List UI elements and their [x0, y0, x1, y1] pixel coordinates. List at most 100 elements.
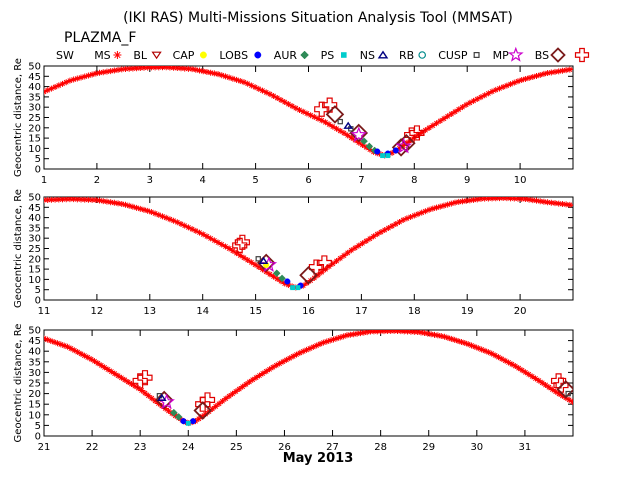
- orbit-star-point: [200, 68, 207, 75]
- orbit-star-point: [84, 354, 91, 361]
- orbit-star-point: [266, 366, 273, 373]
- orbit-star-point: [248, 82, 255, 89]
- orbit-star-point: [57, 341, 64, 348]
- y-tick-label: 35: [28, 223, 41, 234]
- x-tick-label: 16: [302, 306, 315, 317]
- orbit-star-point: [396, 218, 403, 225]
- y-tick-label: 25: [28, 244, 41, 255]
- orbit-star-point: [273, 362, 280, 369]
- orbit-star-point: [199, 413, 206, 420]
- orbit-star-point: [333, 257, 340, 264]
- x-tick-label: 3: [147, 175, 153, 186]
- orbit-star-point: [431, 331, 438, 338]
- orbit-star-point: [566, 201, 573, 208]
- orbit-star-point: [306, 345, 313, 352]
- orbit-star-point: [48, 197, 55, 203]
- orbit-star-point: [196, 67, 203, 74]
- orbit-star-point: [532, 375, 539, 382]
- orbit-star-point: [508, 361, 515, 368]
- legend-label: SW: [56, 49, 74, 62]
- x-tick-label: 7: [358, 175, 364, 186]
- orbit-star-point: [407, 330, 414, 335]
- region-marker-diamond-open: [556, 380, 573, 399]
- orbit-star-point: [172, 412, 179, 419]
- orbit-star-point: [437, 203, 444, 210]
- legend-symbol-cross-open: [574, 47, 590, 63]
- orbit-star-point: [203, 68, 210, 75]
- orbit-star-point: [481, 92, 488, 99]
- region-marker-tri-up: [343, 121, 353, 129]
- orbit-star-point: [246, 378, 253, 385]
- region-marker-diamond-open: [299, 266, 318, 285]
- orbit-star-point: [529, 73, 536, 80]
- orbit-star-point: [200, 231, 207, 238]
- orbit-star-point: [415, 131, 422, 138]
- orbit-star-point: [559, 67, 566, 74]
- x-tick-label: 4: [200, 175, 206, 186]
- orbit-star-point: [340, 333, 347, 340]
- orbit-star-point: [492, 197, 499, 202]
- orbit-star-point: [322, 266, 329, 273]
- orbit-star-point: [236, 386, 243, 393]
- orbit-star-point: [514, 197, 521, 202]
- legend-label: MP: [493, 49, 509, 62]
- orbit-star-point: [55, 197, 62, 203]
- orbit-star-point: [212, 403, 219, 410]
- orbit-star-point: [300, 348, 307, 355]
- region-marker-square: [380, 153, 386, 159]
- orbit-star-point: [559, 392, 566, 399]
- orbit-star-point: [222, 395, 229, 402]
- orbit-star-point: [226, 245, 233, 252]
- region-marker-circle: [180, 418, 187, 425]
- orbit-star-point: [255, 85, 262, 92]
- orbit-star-point: [89, 71, 96, 78]
- orbit-star-point: [344, 132, 351, 139]
- x-tick-label: 25: [230, 442, 243, 453]
- y-tick-label: 10: [28, 275, 41, 286]
- orbit-star-point: [421, 330, 428, 337]
- orbit-star-point: [216, 400, 223, 407]
- orbit-star-point: [159, 213, 166, 220]
- legend-label: RB: [399, 49, 414, 62]
- legend-label: CAP: [173, 49, 195, 62]
- x-tick-label: 11: [38, 306, 51, 317]
- plot-title: (IKI RAS) Multi-Missions Situation Analy…: [123, 10, 513, 26]
- orbit-star-point: [488, 350, 495, 357]
- orbit-star-point: [233, 250, 240, 257]
- orbit-star-point: [315, 272, 322, 279]
- orbit-star-point: [481, 347, 488, 354]
- region-marker-cross-open: [232, 237, 248, 254]
- region-marker-diamond-open: [193, 401, 212, 420]
- orbit-star-point: [307, 112, 314, 119]
- legend-item: SW: [56, 49, 74, 62]
- orbit-star-point: [495, 354, 502, 361]
- orbit-star-point: [428, 331, 435, 338]
- orbit-star-point: [145, 392, 152, 399]
- orbit-star-point: [115, 66, 122, 73]
- y-tick-label: 30: [28, 103, 41, 114]
- orbit-star-point: [540, 198, 547, 205]
- region-marker-square: [290, 285, 296, 291]
- orbit-star-point: [330, 336, 337, 343]
- region-marker-circle: [392, 147, 399, 154]
- region-marker-square-open: [565, 390, 571, 397]
- orbit-star-point: [519, 367, 526, 374]
- y-tick-label: 40: [28, 82, 41, 93]
- orbit-star-point: [555, 200, 562, 207]
- legend-label: BS: [535, 49, 549, 62]
- orbit-star-point: [552, 200, 559, 207]
- legend-item: NS: [360, 49, 389, 62]
- legend-symbol-diamond: [300, 50, 309, 60]
- orbit-star-point: [181, 222, 188, 229]
- orbit-star-point: [209, 405, 216, 412]
- orbit-star-point: [277, 97, 284, 104]
- orbit-star-point: [140, 66, 147, 71]
- orbit-star-point: [222, 243, 229, 250]
- y-tick-label: 35: [28, 357, 41, 368]
- orbit-star-point: [259, 266, 266, 273]
- orbit-star-point: [289, 103, 296, 110]
- orbit-star-point: [133, 204, 140, 211]
- orbit-star-point: [329, 260, 336, 267]
- orbit-star-point: [81, 197, 88, 203]
